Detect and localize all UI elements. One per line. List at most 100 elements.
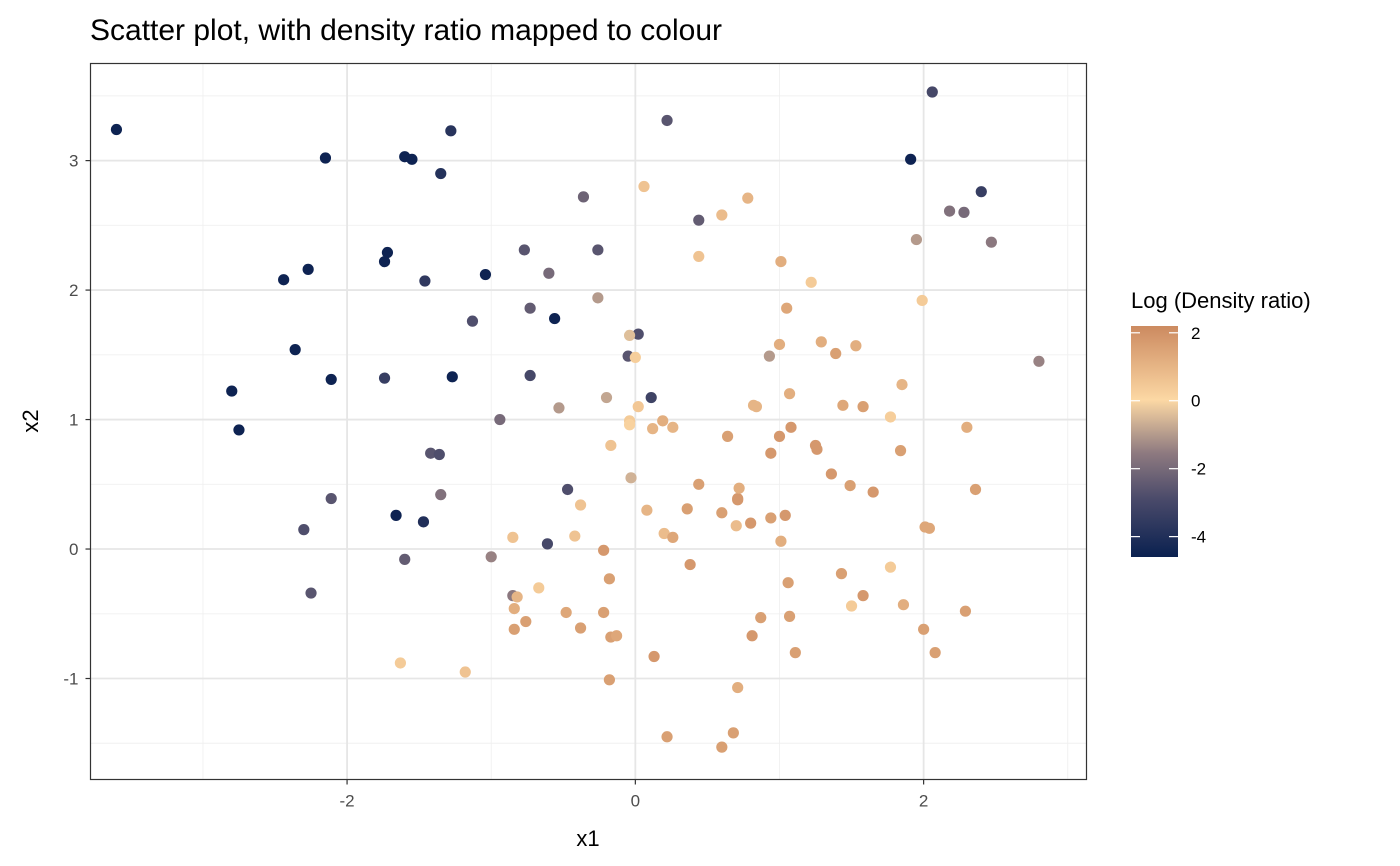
data-point — [278, 274, 290, 286]
data-point — [541, 538, 554, 550]
data-point — [425, 447, 437, 459]
data-point — [746, 630, 758, 642]
data-point — [750, 401, 763, 413]
data-point — [520, 615, 532, 628]
data-point — [730, 520, 742, 532]
legend-ticks: 2 0 -2 -4 — [1131, 324, 1206, 547]
data-point — [533, 582, 545, 594]
data-point — [647, 423, 659, 435]
data-point — [632, 401, 644, 413]
data-point — [494, 413, 506, 426]
legend-colorbar — [1131, 326, 1178, 557]
data-points — [110, 86, 1045, 753]
data-point — [302, 263, 314, 275]
data-point — [658, 527, 670, 540]
panel-border — [89, 62, 1088, 781]
data-point — [638, 180, 650, 193]
data-point — [605, 439, 617, 452]
data-point — [511, 591, 523, 603]
legend-tick-label: -4 — [1191, 528, 1206, 547]
data-point — [850, 340, 862, 352]
y-tick-label: -1 — [63, 670, 78, 689]
data-point — [1033, 355, 1045, 367]
data-point — [742, 192, 754, 204]
data-point — [775, 255, 787, 268]
data-point — [721, 430, 734, 442]
y-axis-ticks: -1 0 1 2 3 — [63, 152, 91, 689]
data-point — [782, 577, 794, 589]
legend-tick-label: -2 — [1191, 460, 1206, 479]
data-point — [884, 561, 897, 573]
data-point — [603, 573, 616, 585]
data-point — [435, 167, 447, 180]
data-point — [479, 268, 492, 281]
data-point — [835, 568, 848, 580]
data-point — [625, 472, 637, 484]
data-point — [779, 509, 791, 521]
x-tick-label: -2 — [340, 792, 355, 811]
data-point — [667, 421, 679, 433]
data-point — [603, 674, 616, 686]
data-point — [435, 489, 447, 501]
data-point — [825, 468, 837, 480]
data-point — [325, 492, 337, 505]
data-point — [289, 344, 301, 356]
chart-title: Scatter plot, with density ratio mapped … — [90, 14, 722, 47]
data-point — [574, 499, 587, 511]
data-point — [233, 424, 245, 436]
data-point — [600, 391, 613, 404]
data-point — [693, 478, 705, 490]
y-tick-label: 0 — [69, 540, 78, 559]
data-point — [623, 419, 636, 431]
data-point — [894, 445, 907, 457]
data-point — [765, 447, 777, 459]
data-point — [773, 430, 786, 442]
data-point — [569, 530, 581, 542]
major-gridlines — [90, 63, 1087, 780]
data-point — [406, 153, 418, 165]
data-point — [969, 483, 982, 496]
data-point — [319, 152, 332, 164]
data-point — [857, 590, 869, 602]
data-point — [598, 544, 610, 556]
data-point — [775, 535, 787, 547]
data-point — [574, 622, 587, 634]
data-point — [805, 276, 817, 288]
data-point — [845, 600, 858, 612]
data-point — [765, 512, 777, 524]
data-point — [592, 292, 604, 304]
data-point — [524, 369, 536, 382]
data-point — [857, 401, 869, 413]
data-point — [661, 731, 673, 743]
data-point — [466, 315, 479, 327]
data-point — [905, 153, 917, 165]
data-point — [417, 516, 430, 528]
y-axis-title: x2 — [18, 409, 43, 432]
data-point — [884, 411, 897, 423]
data-point — [985, 236, 997, 248]
y-tick-label: 3 — [69, 152, 78, 171]
data-point — [961, 421, 973, 433]
data-point — [693, 250, 705, 263]
data-point — [657, 415, 669, 427]
data-point — [390, 509, 402, 521]
data-point — [508, 602, 520, 615]
data-point — [896, 378, 908, 391]
legend-tick-label: 0 — [1191, 392, 1200, 411]
data-point — [958, 206, 970, 218]
data-point — [598, 606, 610, 619]
data-point — [325, 373, 337, 386]
data-point — [549, 312, 561, 325]
data-point — [837, 399, 849, 411]
data-point — [923, 522, 935, 534]
data-point — [645, 391, 657, 404]
data-point — [783, 388, 796, 400]
data-point — [623, 329, 636, 341]
x-tick-label: 2 — [919, 792, 928, 811]
data-point — [763, 350, 775, 362]
data-point — [629, 351, 641, 364]
x-axis-title: x1 — [576, 826, 599, 851]
y-tick-label: 1 — [69, 411, 78, 430]
data-point — [943, 205, 956, 217]
